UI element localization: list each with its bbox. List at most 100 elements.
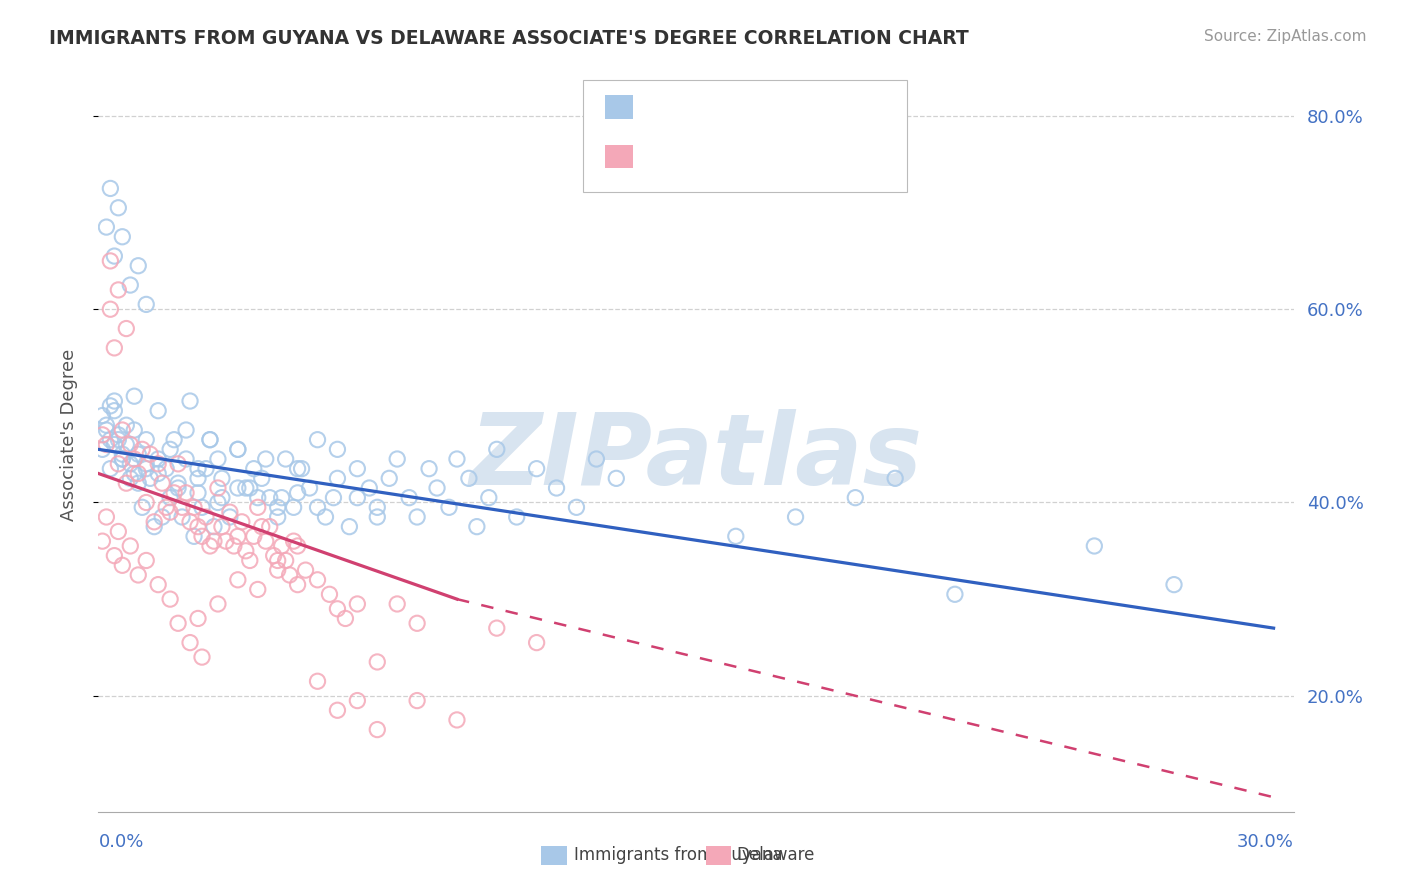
Point: [91, 428, 114, 442]
Point: [226, 529, 249, 543]
Point: [322, 491, 344, 505]
Point: [267, 553, 290, 567]
Point: [339, 519, 361, 533]
Point: [103, 437, 125, 451]
Point: [198, 433, 221, 447]
Point: [131, 442, 153, 457]
Point: [398, 491, 420, 505]
Text: Immigrants from Guyana: Immigrants from Guyana: [574, 847, 782, 864]
Point: [326, 602, 349, 616]
Point: [366, 510, 388, 524]
Point: [120, 457, 142, 471]
Point: [124, 389, 146, 403]
Point: [174, 423, 197, 437]
Point: [1163, 577, 1185, 591]
Point: [139, 447, 162, 461]
Point: [167, 457, 190, 471]
Point: [111, 229, 134, 244]
Point: [167, 476, 190, 491]
Point: [124, 452, 146, 467]
Point: [107, 524, 129, 539]
Point: [103, 549, 125, 563]
Point: [346, 597, 368, 611]
Point: [211, 491, 233, 505]
Point: [478, 491, 501, 505]
Text: N = 115: N = 115: [787, 98, 862, 116]
Point: [346, 461, 368, 475]
Point: [219, 510, 242, 524]
Point: [254, 452, 277, 467]
Point: [437, 500, 460, 515]
Point: [167, 616, 190, 631]
Point: [120, 278, 142, 293]
Point: [135, 297, 157, 311]
Point: [96, 510, 118, 524]
Point: [172, 510, 194, 524]
Point: [148, 452, 170, 467]
Point: [167, 481, 190, 495]
Point: [139, 471, 162, 485]
Text: IMMIGRANTS FROM GUYANA VS DELAWARE ASSOCIATE'S DEGREE CORRELATION CHART: IMMIGRANTS FROM GUYANA VS DELAWARE ASSOC…: [49, 29, 969, 47]
Point: [111, 423, 134, 437]
Point: [315, 510, 337, 524]
Point: [159, 442, 181, 457]
Point: [366, 500, 388, 515]
Point: [278, 568, 301, 582]
Point: [267, 563, 290, 577]
Point: [378, 471, 401, 485]
Point: [298, 481, 321, 495]
Text: 30.0%: 30.0%: [1237, 833, 1294, 851]
Point: [243, 461, 266, 475]
Point: [120, 471, 142, 485]
Point: [844, 491, 866, 505]
Point: [215, 534, 238, 549]
Point: [163, 485, 186, 500]
Point: [307, 674, 329, 689]
Point: [187, 471, 209, 485]
Point: [267, 500, 290, 515]
Point: [418, 461, 440, 475]
Point: [346, 693, 368, 707]
Point: [211, 519, 233, 533]
Point: [98, 254, 122, 268]
Point: [250, 519, 273, 533]
Point: [207, 452, 229, 467]
Point: [155, 461, 177, 475]
Point: [143, 515, 166, 529]
Point: [148, 467, 170, 481]
Point: [346, 491, 368, 505]
Point: [884, 471, 907, 485]
Point: [107, 433, 129, 447]
Point: [195, 510, 218, 524]
Point: [115, 437, 138, 451]
Point: [287, 485, 309, 500]
Point: [98, 433, 122, 447]
Point: [98, 461, 122, 475]
Point: [96, 220, 118, 235]
Point: [91, 409, 114, 423]
Point: [91, 534, 114, 549]
Point: [111, 447, 134, 461]
Point: [120, 437, 142, 451]
Point: [120, 539, 142, 553]
Point: [127, 259, 149, 273]
Point: [283, 500, 305, 515]
Point: [246, 582, 269, 597]
Point: [98, 302, 122, 317]
Point: [385, 452, 409, 467]
Point: [124, 467, 146, 481]
Point: [366, 723, 388, 737]
Point: [198, 539, 221, 553]
Point: [546, 481, 568, 495]
Point: [127, 467, 149, 481]
Point: [294, 563, 316, 577]
Point: [585, 452, 607, 467]
Point: [202, 519, 225, 533]
Point: [159, 505, 181, 519]
Point: [148, 457, 170, 471]
Point: [287, 577, 309, 591]
Point: [172, 500, 194, 515]
Text: Source: ZipAtlas.com: Source: ZipAtlas.com: [1204, 29, 1367, 44]
Point: [148, 577, 170, 591]
Point: [143, 519, 166, 533]
